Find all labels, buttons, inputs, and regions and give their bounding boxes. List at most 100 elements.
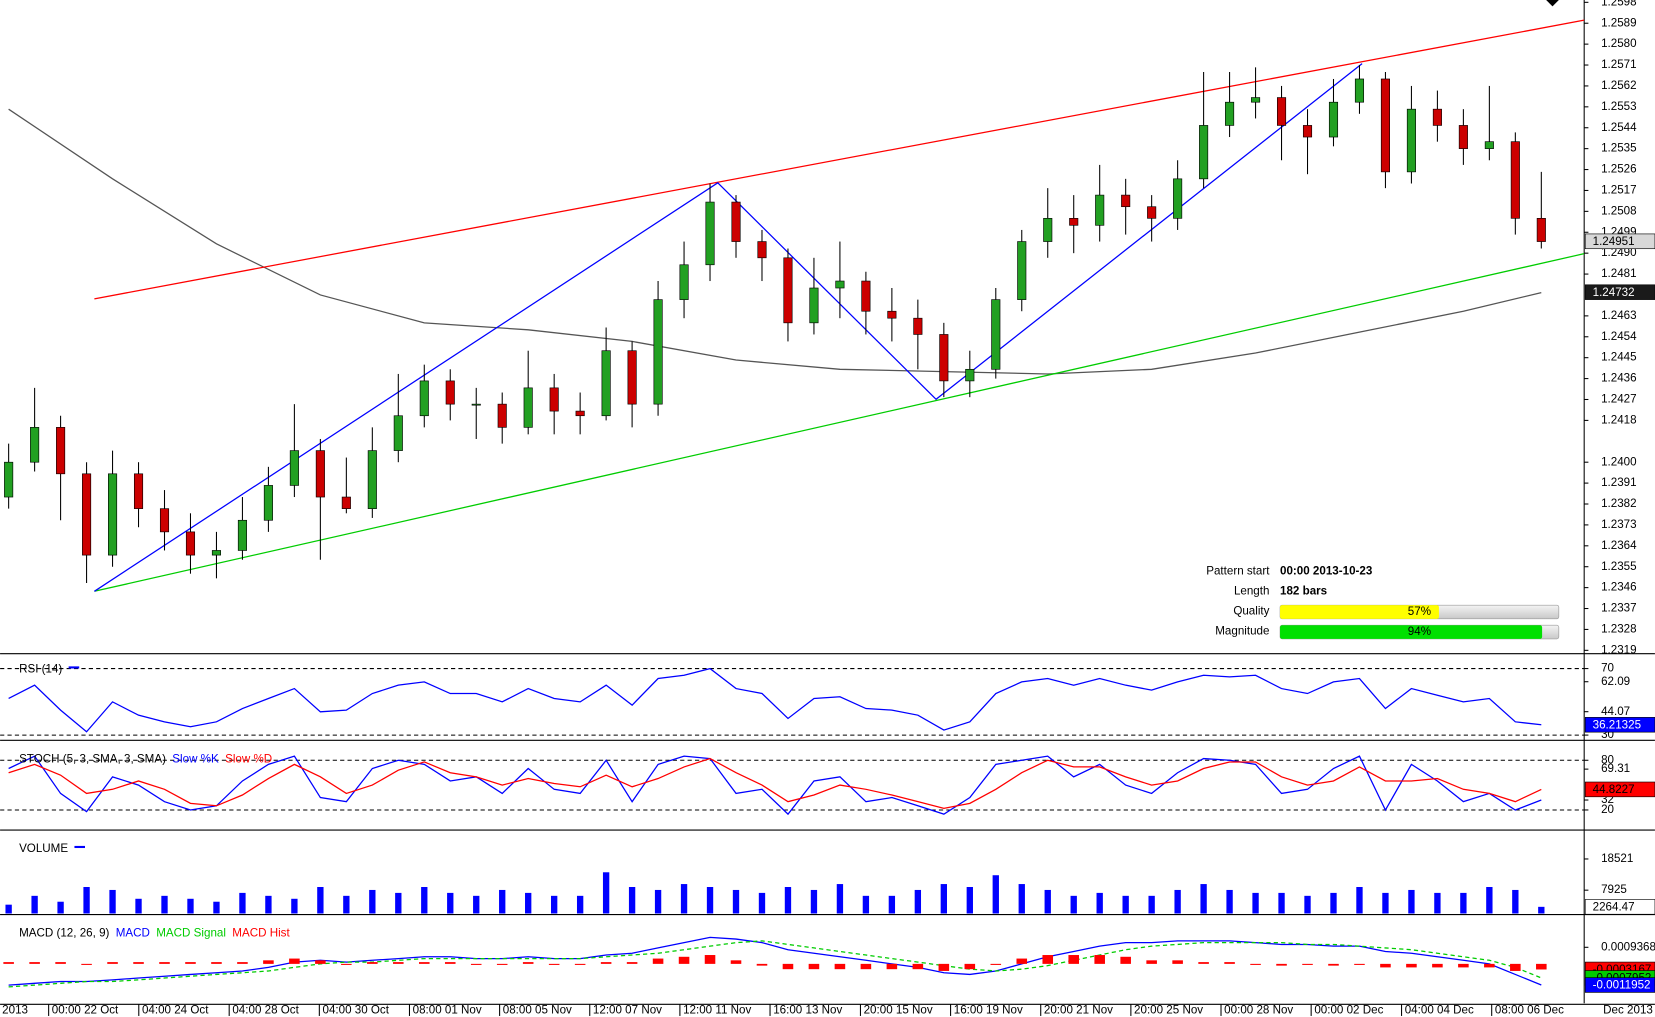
y-tick-label: 0.0009368 (1601, 940, 1655, 953)
candle-body (913, 317, 923, 335)
x-tick-label: 08:00 06 Dec (1495, 1004, 1564, 1017)
hist-bar (1146, 960, 1157, 964)
hist-bar (1510, 963, 1521, 971)
series-line (8, 667, 1542, 733)
candle-body (82, 473, 92, 556)
bar (213, 901, 220, 914)
bar (706, 887, 714, 914)
candle-body (1276, 97, 1287, 126)
bar (57, 901, 64, 914)
y-tick-label: 1.2346 (1601, 581, 1637, 594)
candle-body (887, 310, 897, 319)
y-tick-label: 1.2436 (1601, 372, 1637, 385)
hist-bar (1536, 963, 1547, 970)
bar (239, 892, 246, 914)
candle-body (575, 410, 585, 417)
hist-bar (860, 963, 872, 970)
bar (1382, 892, 1389, 914)
bar (421, 887, 428, 914)
candle-body (1199, 125, 1209, 180)
hist-bar (470, 963, 482, 965)
hist-bar (704, 955, 716, 964)
y-tick-label: 18521 (1601, 852, 1633, 865)
bar (447, 892, 454, 914)
y-tick-label: 1.2418 (1601, 413, 1637, 426)
candle-body (1095, 194, 1105, 226)
candle-body (419, 380, 429, 417)
bar (343, 895, 350, 914)
current-value-label: 2264.47 (1593, 900, 1635, 913)
x-tick-label: 08:00 05 Nov (503, 1004, 572, 1017)
hist-bar (159, 962, 170, 964)
candle-body (4, 461, 14, 498)
hist-bar (1224, 962, 1235, 964)
bar (1356, 887, 1363, 914)
candle-body (289, 450, 299, 486)
overlay-line (94, 253, 1585, 592)
hist-bar (185, 962, 196, 964)
x-tick-label: 00:00 28 Nov (1224, 1004, 1293, 1017)
y-tick-label: 1.2445 (1601, 351, 1637, 364)
hist-bar (756, 963, 768, 966)
y-tick-label: 1.2571 (1601, 58, 1637, 71)
candle-body (809, 287, 819, 324)
bar (1434, 892, 1441, 914)
y-tick-label: 1.2454 (1601, 330, 1637, 343)
candle-body (1173, 178, 1183, 219)
y-tick-label: 1.2391 (1601, 476, 1637, 489)
candle-body (783, 257, 793, 324)
overlay-line (94, 19, 1585, 300)
hist-bar (263, 960, 274, 964)
hist-bar (990, 963, 1002, 965)
hist-bar (211, 962, 222, 964)
y-tick-label: 1.2400 (1601, 455, 1637, 468)
candle-body (1380, 78, 1390, 173)
candle-body (445, 380, 455, 405)
candle-body (367, 450, 377, 509)
y-tick-label: 1.2364 (1601, 539, 1637, 552)
hist-bar (548, 963, 560, 965)
candle-body (965, 368, 975, 382)
bar (836, 884, 844, 914)
hist-bar (1250, 963, 1261, 965)
overlay-line (94, 63, 1363, 592)
y-tick-label: 1.2355 (1601, 560, 1637, 573)
x-end-label: Dec 2013 (1603, 1004, 1653, 1017)
gauge-fill (1280, 605, 1439, 619)
current-value-label: 1.24732 (1593, 286, 1635, 299)
overlay-line (8, 108, 1542, 375)
y-tick-label: 1.2328 (1601, 622, 1637, 635)
hist-bar (496, 963, 508, 965)
candle-body (56, 427, 66, 475)
bar (135, 898, 142, 914)
x-tick-label: 04:00 28 Oct (232, 1004, 299, 1017)
series-line (8, 757, 1542, 809)
hist-bar (341, 963, 352, 965)
candle-body (1017, 241, 1027, 300)
bar (1330, 892, 1337, 914)
y-tick-label: 69.31 (1601, 762, 1630, 775)
hist-bar (1354, 963, 1365, 965)
bar (862, 895, 870, 914)
hist-bar (652, 958, 664, 964)
bar (1304, 895, 1311, 914)
current-value-label: 36.21325 (1593, 718, 1641, 731)
candle-body (185, 531, 196, 556)
panel (0, 667, 1585, 736)
y-tick-label: 1.2427 (1601, 393, 1637, 406)
bar (31, 895, 38, 914)
bar (473, 895, 480, 914)
hist-bar (1458, 963, 1469, 968)
candle-body (1302, 125, 1313, 138)
candle-body (393, 415, 403, 451)
legend-entry: Slow %K (172, 752, 219, 765)
candle-body (471, 403, 481, 406)
hist-bar (393, 962, 404, 964)
hist-bar (1120, 956, 1131, 964)
hist-bar (29, 962, 40, 964)
marker (1546, 0, 1559, 7)
hist-bar (1016, 958, 1028, 964)
candle-body (341, 496, 351, 509)
x-tick-label: 04:00 04 Dec (1405, 1004, 1474, 1017)
